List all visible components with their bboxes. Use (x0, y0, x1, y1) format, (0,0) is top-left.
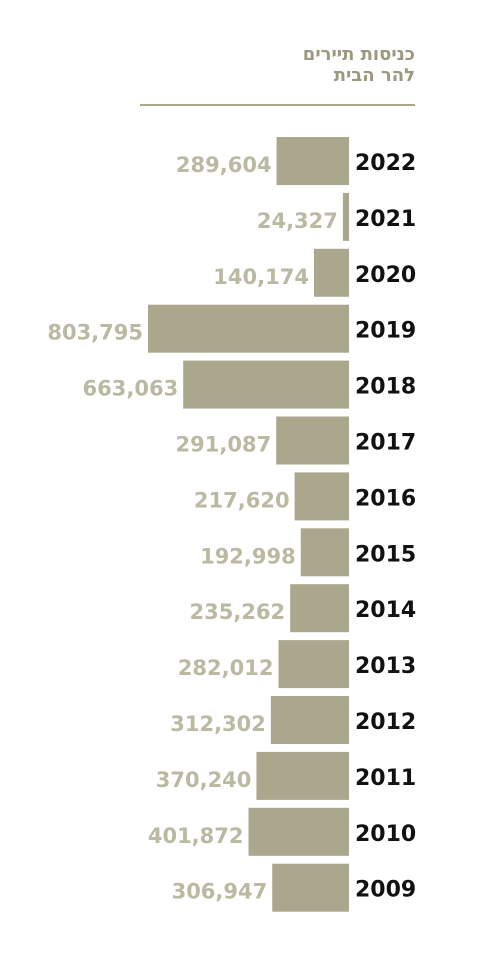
category-label: 2017 (355, 431, 416, 456)
category-label: 2015 (355, 542, 416, 567)
chart-title: כניסות תיירים (303, 44, 415, 65)
bar (342, 192, 349, 241)
category-label: 2016 (355, 486, 416, 511)
category-label: 2011 (355, 766, 416, 791)
value-label: 235,262 (190, 600, 286, 624)
value-label: 370,240 (156, 768, 252, 792)
category-label: 2020 (355, 263, 416, 288)
value-label: 663,063 (83, 377, 179, 401)
category-label: 2018 (355, 375, 416, 400)
bar (272, 863, 349, 912)
bar (248, 807, 349, 856)
bar (276, 137, 349, 185)
bar (276, 416, 349, 465)
bar (278, 640, 349, 689)
value-label: 24,327 (257, 209, 338, 233)
category-label: 2010 (355, 822, 416, 847)
category-label: 2022 (355, 151, 416, 176)
value-label: 289,604 (176, 153, 272, 177)
value-label: 401,872 (148, 824, 244, 848)
value-label: 291,087 (176, 433, 272, 457)
bar (300, 528, 349, 577)
category-label: 2012 (355, 710, 416, 735)
category-label: 2009 (355, 878, 416, 903)
category-label: 2014 (355, 598, 416, 623)
category-label: 2019 (355, 319, 416, 344)
value-label: 282,012 (178, 656, 274, 680)
value-label: 192,998 (200, 544, 296, 568)
category-label: 2021 (355, 207, 416, 232)
value-label: 217,620 (194, 488, 290, 512)
value-label: 306,947 (172, 880, 268, 904)
value-label: 312,302 (170, 712, 266, 736)
category-label: 2013 (355, 654, 416, 679)
bar (294, 472, 349, 521)
value-label: 803,795 (47, 321, 143, 345)
chart-subtitle: להר הבית (334, 65, 415, 86)
bar (183, 360, 349, 409)
bar (148, 304, 349, 353)
bar (313, 248, 349, 297)
value-label: 140,174 (213, 265, 309, 289)
bar (256, 751, 349, 800)
bar (270, 696, 349, 744)
bar (290, 584, 349, 633)
